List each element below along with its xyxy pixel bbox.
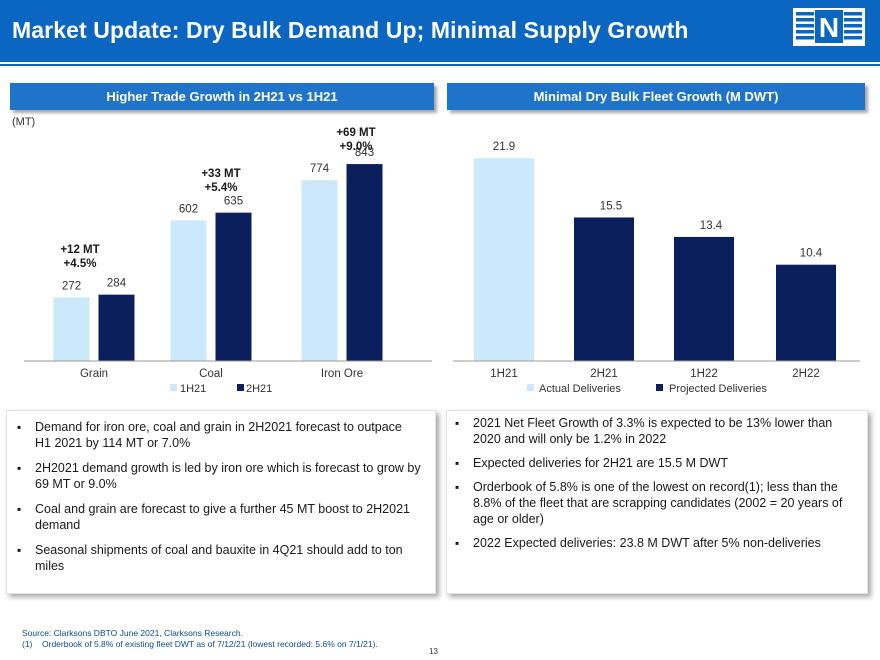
bullet-item: 2H2021 demand growth is led by iron ore … [17,460,421,492]
growth-annotation: +9.0% [340,141,373,153]
data-label: 843 [355,147,374,159]
bullet-item: 2022 Expected deliveries: 23.8 M DWT aft… [455,535,857,551]
legend-swatch-projected [656,384,663,391]
bullet-item: Orderbook of 5.8% is one of the lowest o… [455,479,857,527]
title-divider [0,58,880,62]
right-panel-header: Minimal Dry Bulk Fleet Growth (M DWT) [447,83,865,110]
bar-fleet-1h21 [474,158,534,361]
bullet-item: Seasonal shipments of coal and bauxite i… [17,542,421,574]
category-label: 2H22 [792,368,820,380]
legend-label-projected: Projected Deliveries [669,383,767,395]
data-label: 13.4 [700,220,723,232]
growth-annotation: +69 MT [336,127,375,139]
bar-1h21 [301,180,338,361]
growth-annotation: +4.5% [64,258,97,270]
category-label: 1H21 [490,368,518,380]
title-divider-thin [0,64,880,66]
bar-2h21 [215,212,252,361]
category-label: Coal [199,368,223,380]
bar-1h21 [53,297,90,361]
title-bar: Market Update: Dry Bulk Demand Up; Minim… [0,0,880,58]
legend-label-actual: Actual Deliveries [539,383,621,395]
left-bullet-list: Demand for iron ore, coal and grain in 2… [17,419,421,574]
logo-letter: N [819,12,839,43]
legend-swatch-2h21 [237,384,244,391]
right-bullet-box: 2021 Net Fleet Growth of 3.3% is expecte… [446,410,868,594]
orderbook-footnote: (1) Orderbook of 5.8% of existing fleet D… [22,639,378,649]
legend-swatch-actual [527,384,534,391]
source-footnote: Source: Clarksons DBTO June 2021, Clarks… [22,628,243,638]
bar-fleet-2h21 [574,217,634,361]
category-label: Grain [80,368,108,380]
data-label: 602 [179,203,198,215]
data-label: 15.5 [600,200,622,212]
legend-label-2h21: 2H21 [246,383,272,395]
bar-2h21 [346,164,383,361]
bar-fleet-1h22 [674,236,734,361]
data-label: 774 [310,163,330,175]
footnote-text: Orderbook of 5.8% of existing fleet DWT … [42,639,378,649]
data-label: 272 [62,280,81,292]
bar-1h21 [170,220,207,361]
legend-swatch-1h21 [170,384,177,391]
bullet-item: 2021 Net Fleet Growth of 3.3% is expecte… [455,415,857,447]
data-label: 635 [224,196,243,208]
left-panel-header: Higher Trade Growth in 2H21 vs 1H21 [10,83,434,110]
bullet-item: Coal and grain are forecast to give a fu… [17,501,421,533]
bar-2h21 [98,294,135,361]
unit-label: (MT) [12,116,36,128]
page-title: Market Update: Dry Bulk Demand Up; Minim… [12,17,689,43]
data-label: 284 [107,278,127,290]
right-bullet-list: 2021 Net Fleet Growth of 3.3% is expecte… [455,415,857,551]
left-bullet-box: Demand for iron ore, coal and grain in 2… [6,410,436,594]
legend-label-1h21: 1H21 [180,383,206,395]
category-label: Iron Ore [321,368,363,380]
page-number: 13 [429,647,438,656]
company-logo: N [793,8,865,46]
bullet-item: Demand for iron ore, coal and grain in 2… [17,419,421,451]
growth-annotation: +5.4% [205,182,238,194]
bar-fleet-2h22 [776,264,836,361]
category-label: 1H22 [690,368,718,380]
data-label: 21.9 [493,141,515,153]
footnote-number: (1) [22,639,33,649]
growth-annotation: +12 MT [60,244,99,256]
category-label: 2H21 [590,368,618,380]
bullet-item: Expected deliveries for 2H21 are 15.5 M … [455,455,857,471]
growth-annotation: +33 MT [201,168,240,180]
data-label: 10.4 [800,248,823,260]
